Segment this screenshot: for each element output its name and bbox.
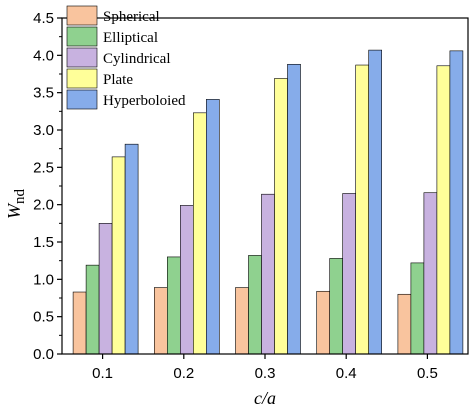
x-tick-label: 0.4: [336, 365, 357, 382]
legend-swatch-plate: [66, 68, 98, 89]
bar-plate-0.4: [355, 64, 370, 355]
bar-plate-0.5: [436, 65, 451, 355]
legend-label-elliptical: Elliptical: [103, 30, 158, 46]
bar-cylindrical-0.5: [423, 192, 438, 355]
bar-elliptical-0.4: [329, 258, 344, 355]
legend-swatch-spherical: [66, 5, 98, 26]
y-tick-label: 4.0: [33, 47, 54, 64]
bar-plate-0.2: [193, 112, 207, 355]
x-tick-label: 0.3: [255, 365, 276, 382]
bar-elliptical-0.1: [85, 264, 100, 355]
bar-hyperboloied-0.2: [206, 99, 220, 355]
y-tick-label: 1.0: [33, 271, 54, 288]
y-tick-label: 2.5: [33, 159, 54, 176]
bar-cylindrical-0.2: [180, 205, 194, 355]
y-tick-label: 1.5: [33, 234, 54, 251]
bar-spherical-0.4: [316, 290, 331, 355]
bar-hyperboloied-0.4: [368, 49, 383, 355]
legend-swatch-hyperboloied: [66, 89, 98, 110]
legend-label-hyperboloied: Hyperboloied: [103, 93, 186, 109]
y-tick-label: 3.0: [33, 122, 54, 139]
bar-spherical-0.1: [72, 291, 87, 355]
bar-plate-0.3: [274, 78, 288, 355]
y-axis-label-main: W: [4, 202, 24, 219]
legend: Spherical Elliptical Cylindrical Plate Hyper…: [66, 5, 186, 110]
legend-label-plate: Plate: [103, 72, 133, 88]
x-tick-label: 0.1: [92, 365, 113, 382]
x-axis: 0.1 0.2 0.3 0.4 0.5: [92, 354, 438, 382]
y-tick-label: 0.0: [33, 346, 54, 363]
bar-elliptical-0.3: [248, 255, 262, 355]
bar-cylindrical-0.1: [98, 223, 113, 355]
bars-group: [72, 49, 464, 355]
legend-label-cylindrical: Cylindrical: [103, 51, 171, 67]
bar-hyperboloied-0.1: [124, 143, 139, 355]
y-axis-label-sub: nd: [12, 189, 28, 205]
x-tick-label: 0.2: [173, 365, 194, 382]
bar-elliptical-0.2: [167, 256, 181, 355]
legend-swatch-cylindrical: [66, 47, 98, 68]
y-tick-label: 4.5: [33, 10, 54, 27]
legend-swatch-elliptical: [66, 26, 98, 47]
bar-plate-0.1: [111, 156, 126, 355]
bar-spherical-0.5: [397, 293, 412, 355]
bar-cylindrical-0.4: [342, 193, 357, 355]
bar-cylindrical-0.3: [261, 193, 275, 355]
legend-label-spherical: Spherical: [103, 9, 160, 25]
bar-hyperboloied-0.5: [449, 50, 464, 355]
bar-spherical-0.2: [154, 287, 168, 355]
x-axis-label: c/a: [254, 388, 276, 408]
y-tick-label: 0.5: [33, 309, 54, 326]
x-tick-label: 0.5: [417, 365, 438, 382]
y-axis-label: Wnd: [4, 189, 28, 220]
y-axis: 0.0 0.5 1.0 1.5 2.0 2.5 3.0 3.5 4.0 4.5: [33, 10, 62, 363]
bar-spherical-0.3: [235, 287, 249, 355]
bar-elliptical-0.5: [410, 262, 425, 355]
bar-hyperboloied-0.3: [287, 63, 301, 355]
y-tick-label: 3.5: [33, 85, 54, 102]
y-tick-label: 2.0: [33, 197, 54, 214]
